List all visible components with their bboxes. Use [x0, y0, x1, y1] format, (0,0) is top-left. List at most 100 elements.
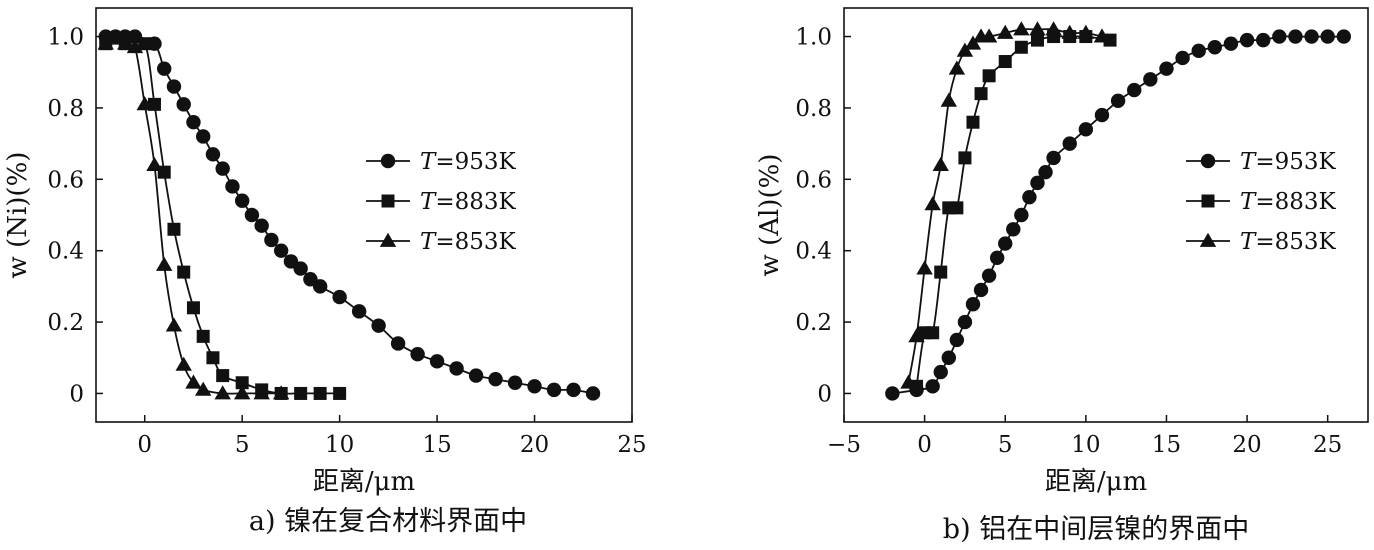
legend-marker	[1200, 153, 1216, 169]
data-point	[225, 179, 240, 194]
data-point	[1191, 43, 1206, 59]
data-point	[166, 79, 182, 94]
data-point	[1022, 189, 1037, 205]
y-tick-label: 1.0	[795, 25, 832, 51]
legend-label-value: =853K	[435, 229, 516, 255]
data-point	[332, 289, 347, 305]
y-tick-label: 0.6	[795, 167, 832, 193]
legend-entry: T=953K	[1186, 149, 1337, 175]
data-point	[949, 332, 965, 348]
y-tick-label: 0.4	[47, 239, 84, 265]
data-point	[933, 364, 948, 380]
data-point	[885, 386, 900, 401]
data-point	[333, 386, 347, 400]
y-tick-label: 0.2	[795, 310, 832, 336]
data-point	[997, 24, 1014, 39]
x-axis-title: 距离/μm	[1045, 467, 1147, 497]
data-point	[410, 346, 425, 362]
data-point	[932, 156, 949, 171]
data-point	[965, 297, 981, 312]
data-point	[998, 55, 1012, 69]
data-point	[981, 268, 997, 283]
data-point	[136, 96, 153, 111]
data-point	[1207, 40, 1223, 55]
data-point	[186, 301, 200, 315]
y-tick-label: 0.8	[47, 96, 84, 122]
data-point	[964, 35, 982, 50]
data-point	[1093, 28, 1111, 43]
chart-caption: b) 铝在中间层镍的界面中	[943, 514, 1249, 545]
data-point	[206, 351, 220, 365]
data-point	[900, 374, 917, 389]
series-circle	[885, 29, 1352, 401]
data-point	[186, 115, 201, 130]
series-line	[105, 38, 340, 395]
legend-entry: T=883K	[366, 189, 517, 215]
data-point	[924, 196, 941, 211]
data-point	[934, 265, 948, 279]
data-point	[371, 318, 386, 333]
data-point	[956, 42, 974, 57]
data-point	[1006, 222, 1021, 237]
data-point	[1014, 207, 1029, 223]
chart-caption: a) 镍在复合材料界面中	[249, 506, 527, 537]
data-point	[235, 376, 249, 390]
data-point	[233, 385, 251, 400]
legend-label-value: =883K	[435, 189, 516, 215]
data-point	[146, 156, 163, 171]
series-circle	[98, 29, 601, 401]
data-point	[272, 385, 290, 400]
data-point	[980, 28, 998, 43]
data-point	[165, 317, 183, 332]
data-point	[950, 201, 964, 215]
x-tick-label: 0	[917, 432, 932, 458]
data-point	[1143, 72, 1158, 87]
series-square	[99, 37, 347, 400]
data-point	[1014, 40, 1028, 54]
data-point	[958, 151, 972, 165]
data-point	[167, 222, 181, 236]
legend-entry: T=883K	[1186, 189, 1337, 215]
data-point	[527, 379, 542, 394]
data-point	[449, 361, 464, 376]
data-point	[1288, 29, 1303, 44]
data-point	[507, 375, 523, 390]
data-point	[157, 61, 172, 76]
data-point	[1030, 175, 1045, 191]
legend-label-symbol: T	[420, 229, 437, 255]
legend-marker	[381, 194, 395, 208]
legend-label-symbol: T	[420, 149, 437, 175]
data-point	[1239, 32, 1255, 48]
data-point	[176, 97, 191, 112]
data-point	[966, 115, 980, 129]
data-point	[1256, 32, 1271, 48]
data-point	[253, 385, 270, 400]
data-point	[177, 265, 191, 279]
y-tick-label: 0.6	[47, 167, 84, 193]
series-triangle	[97, 35, 290, 400]
data-point	[998, 236, 1013, 251]
legend-marker	[379, 232, 397, 247]
x-tick-label: 15	[422, 432, 451, 458]
legend-label: T=853K	[420, 229, 517, 255]
data-point	[1094, 107, 1110, 123]
x-tick-label: 20	[520, 432, 549, 458]
legend-entry: T=853K	[1186, 229, 1337, 255]
data-point	[214, 385, 231, 400]
plot-frame	[95, 7, 633, 423]
data-point	[294, 386, 308, 400]
data-point	[1223, 36, 1239, 51]
y-tick-label: 0.2	[47, 310, 84, 336]
data-point	[982, 69, 996, 83]
data-point	[1078, 122, 1094, 137]
data-point	[989, 250, 1005, 266]
data-point	[1061, 24, 1078, 39]
legend-entry: T=953K	[366, 149, 517, 175]
legend-label: T=883K	[420, 189, 517, 215]
data-point	[488, 371, 503, 387]
data-point	[264, 232, 279, 248]
x-tick-label: 5	[998, 432, 1013, 458]
data-point	[293, 261, 308, 276]
data-point	[234, 193, 250, 208]
